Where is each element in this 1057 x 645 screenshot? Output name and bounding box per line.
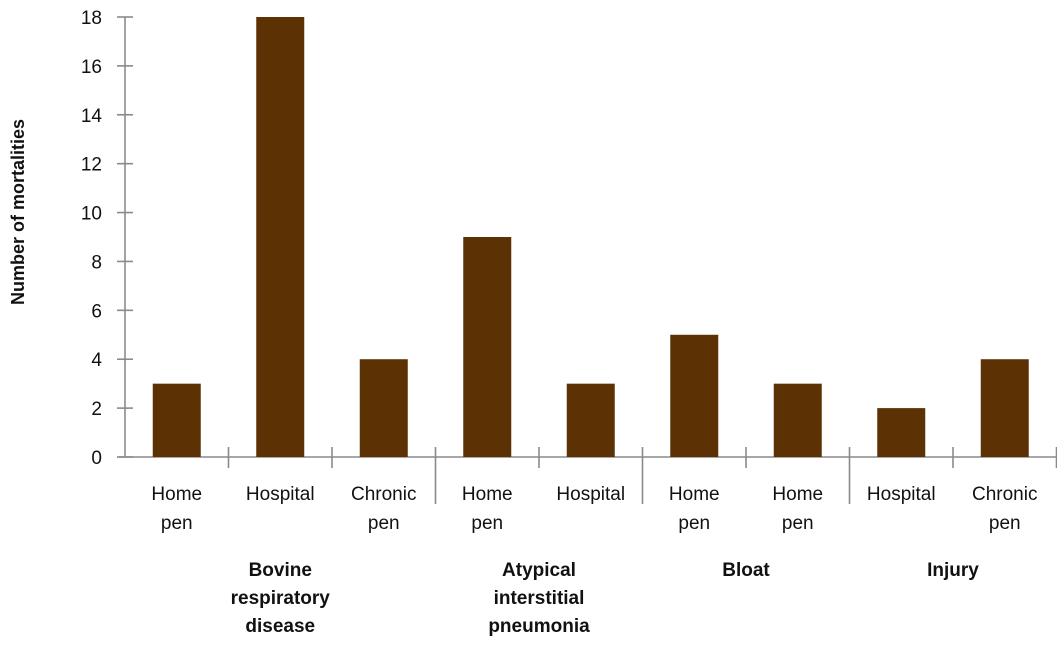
bar <box>256 17 305 457</box>
bars <box>152 17 1029 457</box>
bar <box>773 383 822 457</box>
y-tick-label: 14 <box>81 106 103 127</box>
x-tick-label: Hospital <box>556 484 625 505</box>
x-tick-label: Home pen <box>669 484 720 534</box>
category-labels: Home pen Hospital Chronic pen Home pen Hospital… <box>151 484 1037 637</box>
group-label: Injury <box>927 560 979 581</box>
bar <box>463 237 512 457</box>
y-tick-label: 12 <box>81 155 102 176</box>
group-label: Bloat <box>722 560 770 581</box>
x-tick-label: Chronic pen <box>972 484 1037 534</box>
y-tick-label: 2 <box>91 399 102 420</box>
x-tick-label: Hospital <box>867 484 936 505</box>
bar <box>877 408 926 457</box>
bar <box>670 334 719 457</box>
y-tick-label: 0 <box>91 448 102 469</box>
bar <box>359 359 408 457</box>
y-tick-label: 10 <box>81 204 102 225</box>
y-tick-label: 4 <box>91 350 102 371</box>
x-tick-label: Home pen <box>462 484 513 534</box>
bar <box>566 383 615 457</box>
y-tick-label: 16 <box>81 57 102 78</box>
x-tick-label: Home pen <box>772 484 823 534</box>
bar <box>980 359 1029 457</box>
x-tick-label: Chronic pen <box>351 484 416 534</box>
y-tick-label: 18 <box>81 8 102 29</box>
x-tick-label: Hospital <box>246 484 315 505</box>
y-axis-label: Number of mortalities <box>8 119 28 305</box>
y-tick-label: 6 <box>91 301 102 322</box>
group-label: Atypical interstitial pneumonia <box>488 560 590 637</box>
x-tick-label: Home pen <box>151 484 202 534</box>
y-tick-label: 8 <box>91 252 102 273</box>
group-label: Bovine respiratory disease <box>231 560 331 637</box>
bar <box>152 383 201 457</box>
